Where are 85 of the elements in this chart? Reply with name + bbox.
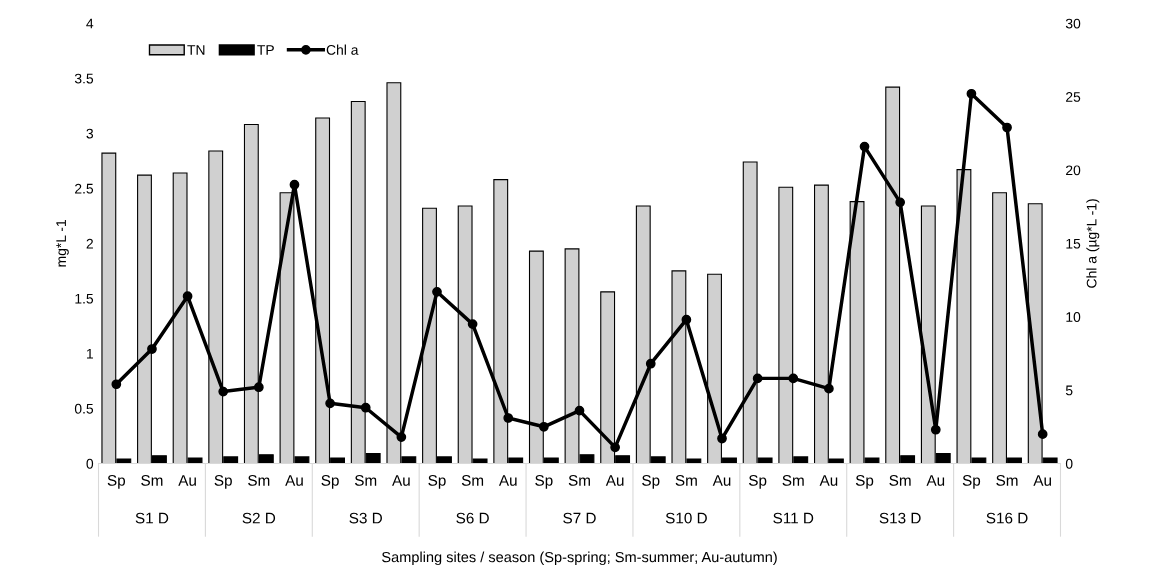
y-tick-label: 2 xyxy=(86,238,93,249)
x-tick-label: Sp xyxy=(428,475,446,489)
point xyxy=(574,405,585,416)
x-tick-label: Au xyxy=(926,475,945,486)
x-tick-label: Au xyxy=(178,475,196,486)
x-tick-label: Sp xyxy=(642,475,660,489)
point xyxy=(645,358,656,369)
x-tick-label: Sp xyxy=(855,475,874,489)
y-tick-label: 2.5 xyxy=(75,183,94,194)
x-tick-label: Au xyxy=(605,475,624,486)
y2-tick-label: 0 xyxy=(1065,458,1073,469)
text: S3 D xyxy=(349,512,382,524)
x-tick-label: Au xyxy=(392,475,410,486)
x-tick-label: Sm xyxy=(461,475,484,486)
point xyxy=(1037,429,1048,440)
point xyxy=(360,402,371,413)
x-tick-label: Au xyxy=(498,475,517,486)
text: S1 D xyxy=(135,512,169,524)
text: S2 D xyxy=(242,512,276,524)
point xyxy=(182,291,193,302)
legend-label: Chl a xyxy=(326,44,359,55)
text: S13 D xyxy=(879,512,921,524)
y-tick-label: 0 xyxy=(86,458,94,469)
y-axis-title: mg*L -1 xyxy=(56,220,69,267)
x-tick-label: Sp xyxy=(321,475,339,489)
point xyxy=(396,432,407,442)
x-tick-label: Sp xyxy=(107,475,126,489)
y-tick-label: 4 xyxy=(86,18,94,29)
x-tick-label: Au xyxy=(819,475,838,486)
y2-axis-title: Chl a (µg*L -1) xyxy=(1086,199,1100,288)
x-tick-label: Sm xyxy=(782,475,804,486)
point xyxy=(966,88,977,99)
y2-tick-label: 10 xyxy=(1066,312,1081,322)
x-tick-label: Sm xyxy=(141,475,163,486)
x-axis-title: Sampling sites / season (Sp-spring; Sm-summer; Au-autumn) xyxy=(382,551,777,566)
point xyxy=(930,424,941,435)
y-tick-label: 3.5 xyxy=(74,73,94,84)
point xyxy=(289,179,300,190)
point xyxy=(218,386,229,397)
x-tick-label: Sp xyxy=(962,475,981,489)
point xyxy=(539,421,549,432)
x-tick-label: Sm xyxy=(996,475,1018,486)
point xyxy=(752,373,763,384)
x-tick-label: Sp xyxy=(535,475,553,489)
x-tick-label: Au xyxy=(712,475,731,486)
point xyxy=(859,141,870,152)
y2-tick-label: 30 xyxy=(1065,18,1081,29)
y-tick-label: 3 xyxy=(86,128,94,139)
point xyxy=(895,197,906,208)
y2-tick-label: 15 xyxy=(1066,238,1081,249)
x-tick-label: Sm xyxy=(248,475,270,486)
text: S11 D xyxy=(773,512,814,524)
x-tick-label: Sm xyxy=(675,475,697,486)
point xyxy=(503,413,514,423)
text: S7 D xyxy=(563,512,596,524)
point xyxy=(788,373,799,384)
point xyxy=(432,286,442,297)
point xyxy=(325,398,335,409)
text: S16 D xyxy=(986,512,1028,524)
x-tick-label: Au xyxy=(1033,475,1051,486)
y-tick-label: 0.5 xyxy=(74,403,94,414)
x-tick-label: Sm xyxy=(354,475,377,486)
x-tick-label: Sp xyxy=(214,475,232,489)
point xyxy=(111,379,122,390)
y2-tick-label: 25 xyxy=(1066,92,1081,102)
point xyxy=(717,433,727,444)
legend-label: TN xyxy=(187,45,205,55)
text: S6 D xyxy=(456,512,489,524)
text: S10 D xyxy=(665,512,707,524)
y2-tick-label: 20 xyxy=(1066,165,1081,176)
point xyxy=(681,314,692,325)
y2-tick-label: 5 xyxy=(1065,385,1073,396)
x-tick-label: Sm xyxy=(889,475,911,486)
point xyxy=(1002,122,1012,133)
point xyxy=(610,442,620,453)
point xyxy=(467,319,478,329)
point xyxy=(253,382,264,393)
y-tick-label: 1.5 xyxy=(75,293,94,304)
point xyxy=(147,344,157,354)
y-tick-label: 1 xyxy=(86,348,93,359)
x-tick-label: Sp xyxy=(748,475,767,489)
x-tick-label: Sm xyxy=(568,475,590,486)
x-tick-label: Au xyxy=(285,475,303,486)
point xyxy=(824,383,834,394)
legend-label: TP xyxy=(257,45,274,55)
